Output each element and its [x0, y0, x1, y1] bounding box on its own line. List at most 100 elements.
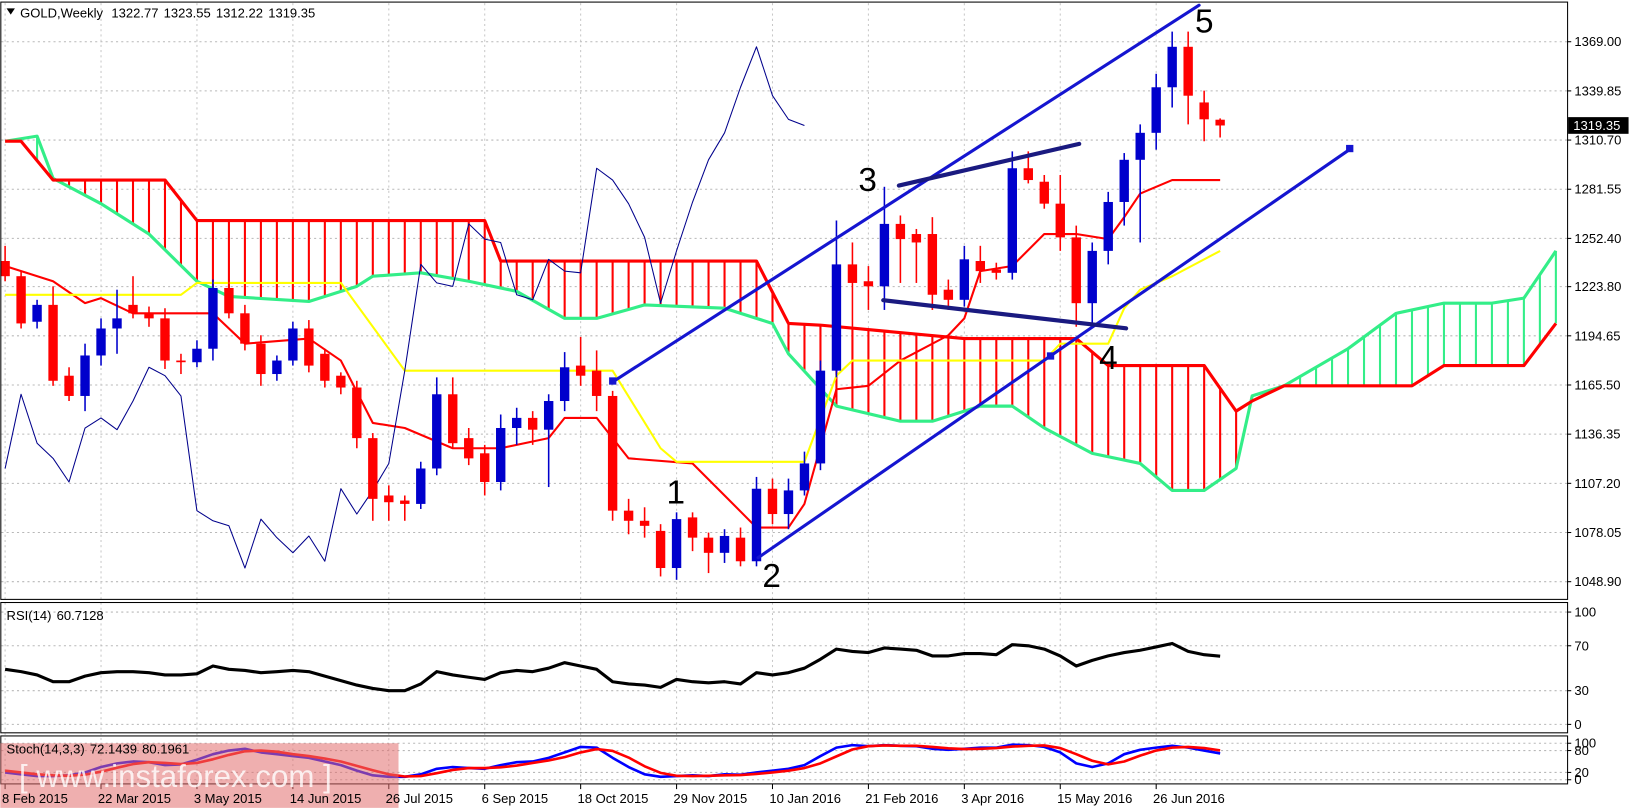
- candle-body: [416, 468, 426, 504]
- stoch-header: Stoch(14,3,3) 72.1439 80.1961: [7, 741, 190, 756]
- candle-body: [991, 269, 1002, 273]
- candle-body: [1199, 102, 1209, 120]
- candle-body: [1135, 132, 1145, 160]
- y-tick-label: 0: [1574, 772, 1581, 787]
- x-tick-label: 26 Jul 2015: [386, 791, 453, 806]
- candle-body: [128, 304, 138, 314]
- candle-body: [847, 264, 858, 283]
- candle-body: [240, 313, 250, 344]
- candle-body: [1167, 46, 1177, 88]
- y-tick-label: 1136.35: [1574, 427, 1620, 442]
- candle-body: [911, 234, 922, 243]
- x-tick-label: 15 May 2016: [1057, 791, 1132, 806]
- candle-body: [224, 288, 234, 314]
- candle-body: [48, 304, 58, 381]
- rsi-panel-frame: [0, 601, 1569, 734]
- candle-body: [0, 261, 10, 277]
- y-tick-label: 1194.65: [1574, 328, 1620, 343]
- candle-body: [176, 360, 186, 363]
- candle-body: [863, 281, 874, 287]
- y-tick-label: 1223.80: [1574, 279, 1621, 294]
- y-tick-label: 1107.20: [1574, 476, 1620, 491]
- candle-body: [1023, 168, 1033, 181]
- candle-body: [703, 537, 714, 553]
- x-tick-label: 3 Apr 2016: [961, 791, 1024, 806]
- candle-body: [927, 234, 938, 295]
- candle-body: [80, 355, 90, 396]
- candle-body: [400, 500, 410, 504]
- y-tick-label: 30: [1574, 683, 1588, 698]
- candle-body: [671, 519, 682, 569]
- x-tick-label: 22 Mar 2015: [98, 791, 171, 806]
- candle-body: [879, 223, 890, 287]
- y-tick-label: 1281.55: [1574, 182, 1621, 197]
- indicator-line: [4, 641, 1221, 693]
- rsi-title: RSI(14): [7, 608, 52, 623]
- menu-triangle[interactable]: [6, 8, 15, 15]
- anchor: [1046, 352, 1055, 360]
- y-tick-label: 80: [1574, 743, 1588, 758]
- candle-body: [208, 288, 218, 349]
- candle-body: [272, 360, 282, 375]
- x-tick-label: 29 Nov 2015: [673, 791, 747, 806]
- y-tick-label: 100: [1574, 736, 1596, 751]
- candle-body: [432, 394, 442, 469]
- price-tag: [1568, 117, 1629, 134]
- y-tick-label: 1339.85: [1574, 83, 1621, 98]
- open-value: 1322.77: [111, 5, 158, 20]
- candle-body: [751, 488, 762, 562]
- stoch-title: Stoch(14,3,3): [7, 741, 85, 756]
- triangle-upper: [896, 141, 1082, 188]
- candle-body: [639, 520, 650, 526]
- candle-body: [687, 517, 698, 538]
- candle-body: [735, 537, 746, 562]
- candle-body: [655, 530, 666, 569]
- y-tick-label: 1369.00: [1574, 34, 1621, 49]
- candle-body: [591, 370, 602, 396]
- candle-body: [336, 375, 346, 388]
- y-tick-label: 1252.40: [1574, 231, 1621, 246]
- anchor: [1346, 144, 1354, 153]
- candle-body: [1119, 159, 1129, 202]
- candle-body: [64, 375, 74, 396]
- candle-body: [1103, 201, 1113, 251]
- candle-body: [368, 438, 378, 499]
- wave-label: 1: [667, 475, 686, 512]
- y-tick-label: 0: [1574, 717, 1581, 732]
- wave-label: 5: [1195, 3, 1214, 40]
- x-tick-label: 10 Jan 2016: [769, 791, 841, 806]
- candle-body: [1071, 237, 1081, 304]
- wave-label: 4: [1099, 340, 1118, 377]
- candle-body: [575, 365, 586, 376]
- x-tick-label: 21 Feb 2016: [865, 791, 938, 806]
- candle-body: [815, 370, 826, 464]
- y-tick-label: 1048.90: [1574, 574, 1621, 589]
- candle-body: [767, 488, 778, 515]
- candle-body: [783, 490, 794, 515]
- candle-body: [96, 328, 106, 356]
- candle-body: [895, 223, 906, 240]
- candle-body: [320, 353, 330, 381]
- candle-body: [144, 313, 154, 319]
- y-tick-label: 1078.05: [1574, 525, 1621, 540]
- candle-body: [1007, 168, 1017, 273]
- candle-body: [1151, 87, 1161, 133]
- candle-body: [112, 318, 122, 329]
- x-tick-label: 14 Jun 2015: [290, 791, 362, 806]
- close-value: 1319.35: [268, 5, 315, 20]
- trend-lines: [609, 3, 1354, 560]
- watermark: [ www.instaforex.com ]: [19, 759, 332, 794]
- high-value: 1323.55: [164, 5, 211, 20]
- plot-layer: [0, 3, 1572, 790]
- low-value: 1312.22: [216, 5, 263, 20]
- watermark-box: [0, 743, 399, 808]
- candle-body: [288, 328, 298, 361]
- stoch-main-value: 72.1439: [90, 741, 137, 756]
- stoch-signal-value: 80.1961: [142, 741, 189, 756]
- y-tick-label: 1165.50: [1574, 377, 1620, 392]
- candle-body: [496, 428, 506, 482]
- candle-body: [959, 259, 970, 300]
- candle-body: [1087, 250, 1097, 304]
